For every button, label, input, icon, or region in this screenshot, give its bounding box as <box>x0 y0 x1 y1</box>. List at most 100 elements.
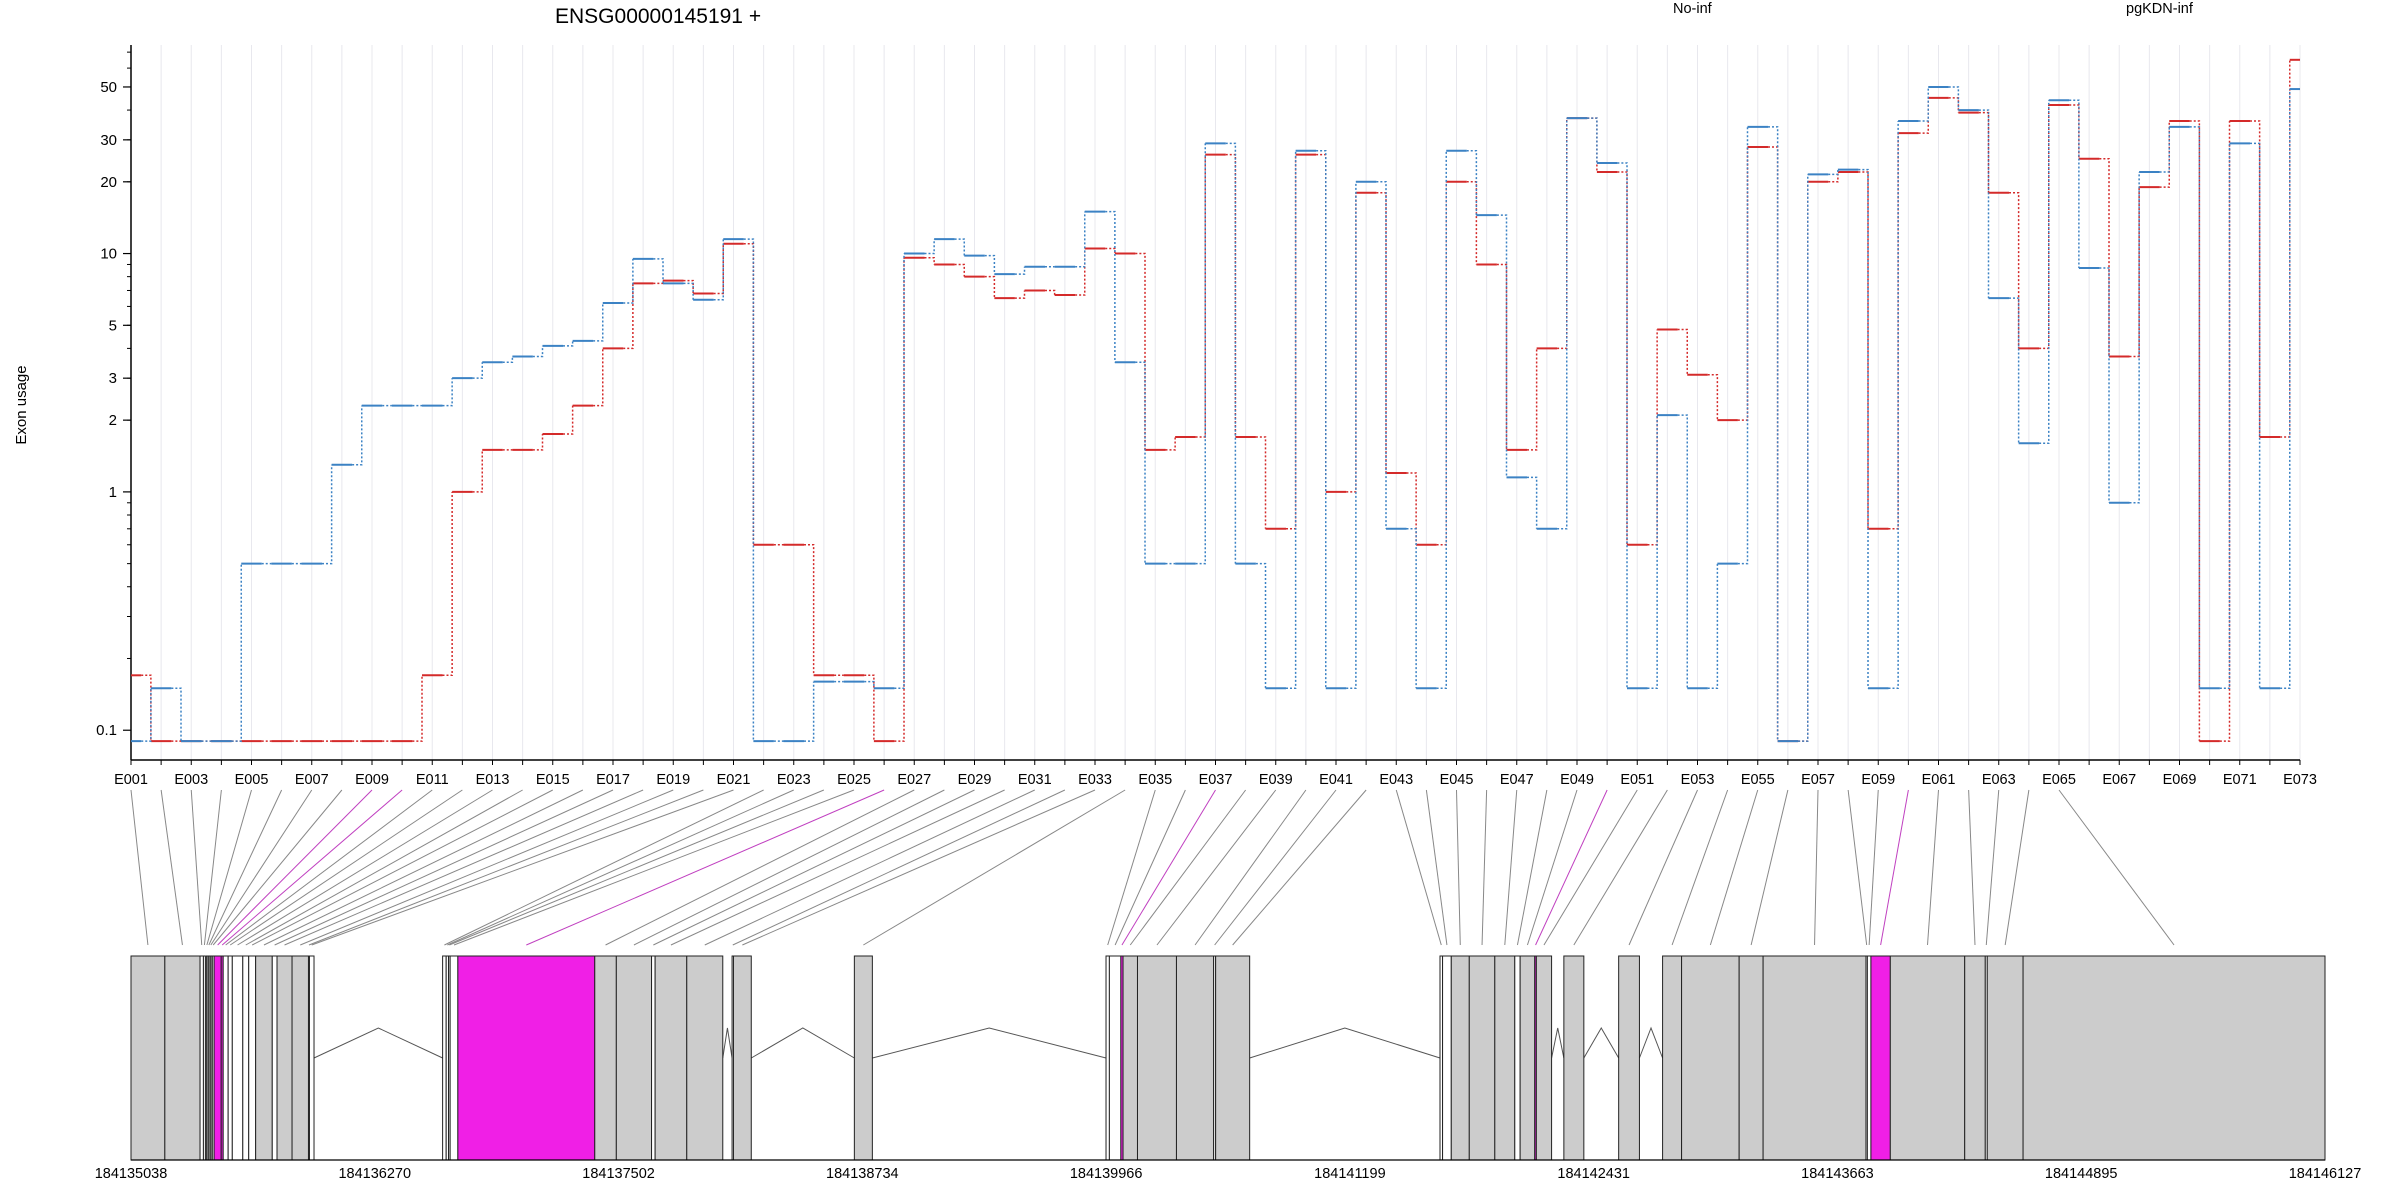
x-tick-label-e001: E001 <box>114 772 148 788</box>
connector-e059 <box>1868 789 1879 946</box>
connector-e024 <box>449 789 825 946</box>
y-tick-label: 1 <box>109 484 117 501</box>
x-tick-label-e029: E029 <box>958 772 992 788</box>
connector-e015 <box>251 789 553 946</box>
series-connector <box>1406 472 1417 545</box>
connector-e007 <box>210 789 313 946</box>
exon-box-e033 <box>732 955 752 1161</box>
series-connector <box>1737 126 1749 565</box>
series-connector <box>1587 117 1598 163</box>
series-connector <box>2129 187 2140 358</box>
connector-e043 <box>1395 789 1442 946</box>
exon-box-e030 <box>654 955 688 1161</box>
connector-e030 <box>670 789 1005 946</box>
genomic-coordinate-label: 184143663 <box>1801 1166 1874 1182</box>
series-connector <box>562 405 574 435</box>
connector-e037 <box>1121 789 1216 946</box>
x-tick-label-e073: E073 <box>2283 772 2317 788</box>
series-connector <box>2219 143 2231 690</box>
series-connector <box>1948 97 1960 113</box>
series-connector <box>1225 153 1237 437</box>
connector-e039 <box>1156 789 1277 946</box>
connector-e040 <box>1194 789 1307 946</box>
exon-box-e027 <box>594 955 617 1161</box>
exon-box-e004 <box>202 955 206 1161</box>
series-pgkdn-inf <box>131 85 2300 743</box>
x-tick-label-e059: E059 <box>1861 772 1895 788</box>
y-tick-label: 30 <box>100 132 117 149</box>
series-connector <box>1496 263 1508 450</box>
exon-box-e047 <box>1494 955 1516 1161</box>
series-connector <box>1617 162 1628 689</box>
series-connector <box>1798 174 1809 742</box>
y-tick-label: 10 <box>100 246 117 263</box>
genomic-coordinate-label: 184138734 <box>826 1166 899 1182</box>
x-tick-label-e047: E047 <box>1500 772 1534 788</box>
connector-e052 <box>1573 789 1668 946</box>
series-connector <box>472 362 484 379</box>
series-connector <box>1255 562 1267 689</box>
x-tick-label-e051: E051 <box>1620 772 1654 788</box>
series-connector <box>2280 89 2291 690</box>
exon-box-e029 <box>651 955 656 1161</box>
series-connector <box>1677 328 1689 375</box>
exon-box-e054 <box>1662 955 1683 1161</box>
exon-box-e056 <box>1738 955 1764 1161</box>
series-connector <box>1014 290 1026 299</box>
series-connector <box>1135 361 1146 564</box>
genomic-coordinate-label: 184136270 <box>338 1166 411 1182</box>
series-connector <box>1014 266 1026 275</box>
series-connector <box>683 282 694 300</box>
series-connector <box>2039 105 2050 350</box>
genomic-coordinate-label: 184146127 <box>2289 1166 2362 1182</box>
series-connector <box>623 258 634 304</box>
exon-box-e036 <box>1108 955 1122 1161</box>
exon-box-e053 <box>1618 955 1640 1161</box>
x-tick-label-e057: E057 <box>1801 772 1835 788</box>
x-tick-label-e055: E055 <box>1741 772 1775 788</box>
exon-box-e018 <box>276 955 293 1161</box>
exon-box-e055 <box>1681 955 1740 1161</box>
intron-line <box>722 1027 733 1059</box>
series-connector <box>442 378 453 407</box>
connector-e029 <box>653 789 975 946</box>
series-connector <box>623 283 634 350</box>
exon-box-e045 <box>1450 955 1470 1161</box>
series-connector <box>1285 154 1297 530</box>
genomic-coordinate-label: 184144895 <box>2045 1166 2118 1182</box>
connector-e060 <box>1880 789 1909 946</box>
connector-e028 <box>633 789 945 946</box>
series-connector <box>2099 157 2110 357</box>
grid-lines <box>130 45 2301 760</box>
series-connector <box>1617 171 1628 545</box>
y-tick-label: 3 <box>109 370 117 387</box>
x-tick-label-e039: E039 <box>1259 772 1293 788</box>
connector-e041 <box>1214 789 1337 946</box>
series-connector <box>1436 150 1448 690</box>
x-tick-label-e021: E021 <box>717 772 751 788</box>
series-connector <box>1316 149 1327 689</box>
exon-box-e051 <box>1535 955 1553 1161</box>
legend-no-inf: No-inf <box>1673 1 1713 17</box>
connector-e054 <box>1671 789 1729 946</box>
x-tick-label-e019: E019 <box>656 772 690 788</box>
x-tick-label-e025: E025 <box>837 772 871 788</box>
exon-box-e003 <box>199 955 204 1161</box>
connector-e031 <box>704 789 1035 946</box>
x-tick-label-e049: E049 <box>1560 772 1594 788</box>
connector-e045 <box>1456 789 1461 946</box>
y-tick-label: 50 <box>100 79 117 96</box>
exon-connectors <box>130 789 2175 946</box>
exon-box-e031 <box>686 955 724 1161</box>
connector-e034 <box>863 789 1126 946</box>
series-connector <box>1707 374 1719 421</box>
series-connector <box>1737 146 1749 421</box>
connector-e036 <box>1114 789 1186 946</box>
series-connector <box>1195 143 1207 565</box>
connector-e048 <box>1516 789 1548 946</box>
connector-e026 <box>526 789 885 946</box>
y-tick-label: 5 <box>109 317 117 334</box>
exon-box-e026 <box>457 955 596 1161</box>
x-tick-label-e069: E069 <box>2163 772 2197 788</box>
series-connector <box>532 345 544 358</box>
